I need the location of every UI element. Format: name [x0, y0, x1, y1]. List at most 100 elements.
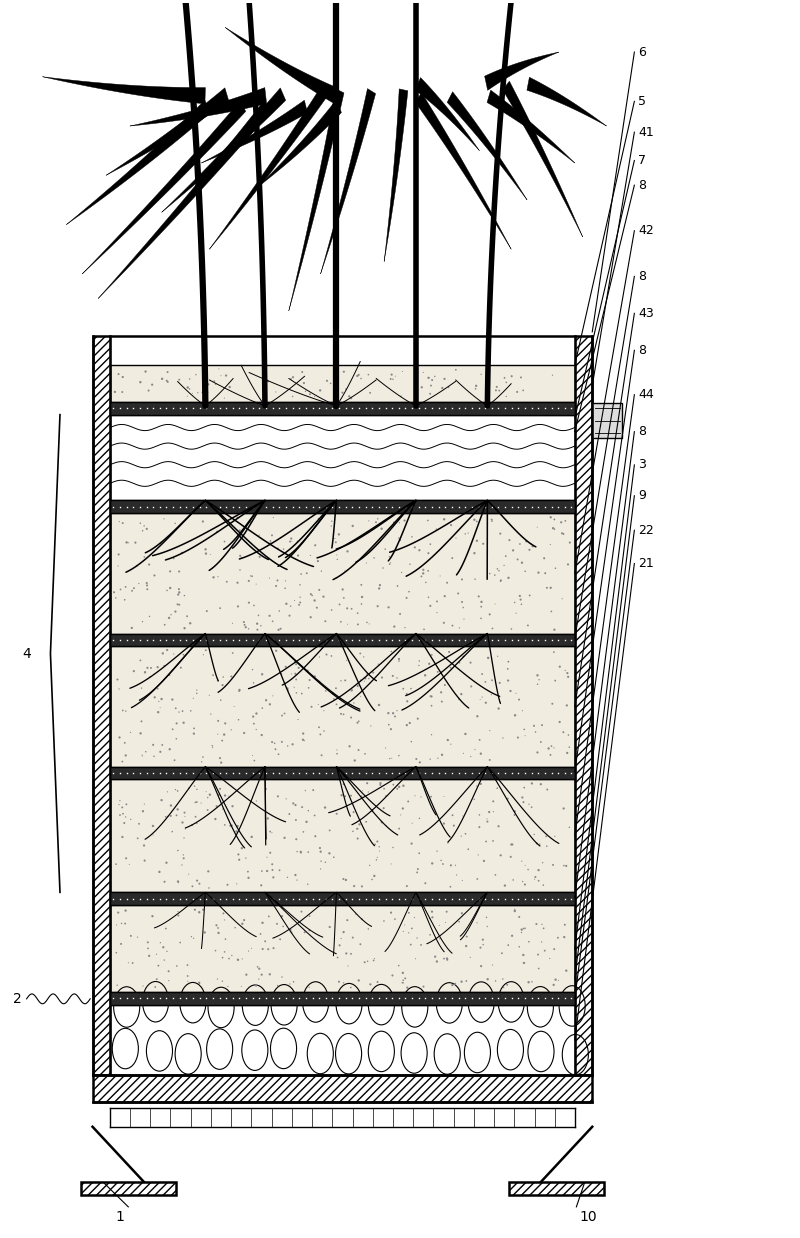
Point: [310, 598, 323, 618]
Point: [551, 927, 564, 947]
Point: [296, 363, 309, 383]
Point: [368, 867, 381, 886]
Point: [206, 665, 219, 685]
Bar: [93, 335, 110, 1075]
Point: [172, 873, 185, 893]
Point: [162, 806, 174, 826]
Point: [460, 971, 473, 990]
Point: [181, 607, 194, 626]
Point: [392, 529, 405, 548]
Point: [330, 568, 342, 588]
Point: [116, 827, 129, 847]
Point: [446, 805, 459, 825]
Point: [293, 595, 306, 615]
Point: [481, 810, 494, 829]
Point: [398, 618, 411, 638]
Point: [383, 555, 396, 574]
Point: [209, 374, 222, 394]
Bar: [592, 404, 622, 438]
Point: [275, 706, 288, 725]
Point: [220, 572, 233, 592]
Point: [360, 553, 373, 573]
Point: [486, 831, 499, 851]
Point: [292, 709, 305, 729]
Bar: [93, 1075, 592, 1102]
Point: [239, 848, 252, 868]
Point: [330, 695, 343, 714]
Point: [138, 662, 151, 682]
Text: 21: 21: [638, 557, 654, 569]
Point: [533, 670, 546, 690]
Point: [141, 579, 154, 599]
Point: [108, 582, 121, 602]
Point: [193, 874, 206, 894]
Point: [549, 558, 562, 578]
Point: [161, 941, 174, 961]
Point: [457, 806, 470, 826]
Point: [292, 546, 305, 566]
Point: [386, 748, 398, 768]
Point: [475, 597, 488, 617]
Point: [413, 656, 426, 676]
Point: [518, 719, 530, 739]
Point: [313, 647, 326, 667]
Point: [178, 828, 190, 848]
Point: [469, 739, 482, 759]
Point: [492, 816, 505, 836]
Point: [262, 906, 275, 926]
Point: [154, 932, 166, 952]
Point: [445, 734, 458, 754]
Point: [153, 862, 166, 881]
Point: [449, 974, 462, 994]
Point: [288, 677, 301, 697]
Point: [455, 826, 468, 846]
Point: [504, 847, 517, 867]
Point: [438, 369, 451, 389]
Point: [498, 875, 511, 895]
Point: [190, 780, 203, 800]
Point: [260, 779, 273, 799]
Point: [314, 852, 327, 872]
Point: [218, 815, 231, 834]
Point: [160, 853, 173, 873]
Point: [148, 687, 161, 707]
Point: [300, 812, 313, 832]
Point: [329, 529, 342, 548]
Point: [528, 825, 541, 844]
Point: [552, 971, 565, 990]
Polygon shape: [82, 100, 246, 274]
Point: [501, 974, 514, 994]
Point: [393, 513, 406, 532]
Point: [151, 657, 164, 677]
Point: [386, 365, 398, 385]
Point: [362, 614, 375, 634]
Point: [298, 922, 311, 942]
Point: [116, 701, 129, 721]
Text: 3: 3: [638, 458, 646, 472]
Point: [218, 786, 231, 806]
Point: [189, 792, 202, 812]
Bar: [574, 335, 592, 1075]
Polygon shape: [527, 77, 606, 126]
Point: [233, 680, 246, 699]
Point: [225, 721, 238, 740]
Point: [203, 785, 216, 805]
Point: [270, 914, 283, 933]
Point: [445, 515, 458, 535]
Point: [518, 953, 530, 973]
Point: [114, 805, 126, 825]
Point: [441, 573, 454, 593]
Point: [284, 531, 297, 551]
Point: [375, 519, 388, 539]
Point: [145, 659, 158, 678]
Point: [120, 795, 133, 815]
Point: [234, 520, 246, 540]
Point: [124, 810, 137, 829]
Point: [518, 725, 531, 745]
Point: [344, 978, 357, 998]
Point: [364, 974, 377, 994]
Point: [173, 594, 186, 614]
Point: [138, 795, 150, 815]
Point: [285, 529, 298, 548]
Point: [238, 910, 250, 930]
